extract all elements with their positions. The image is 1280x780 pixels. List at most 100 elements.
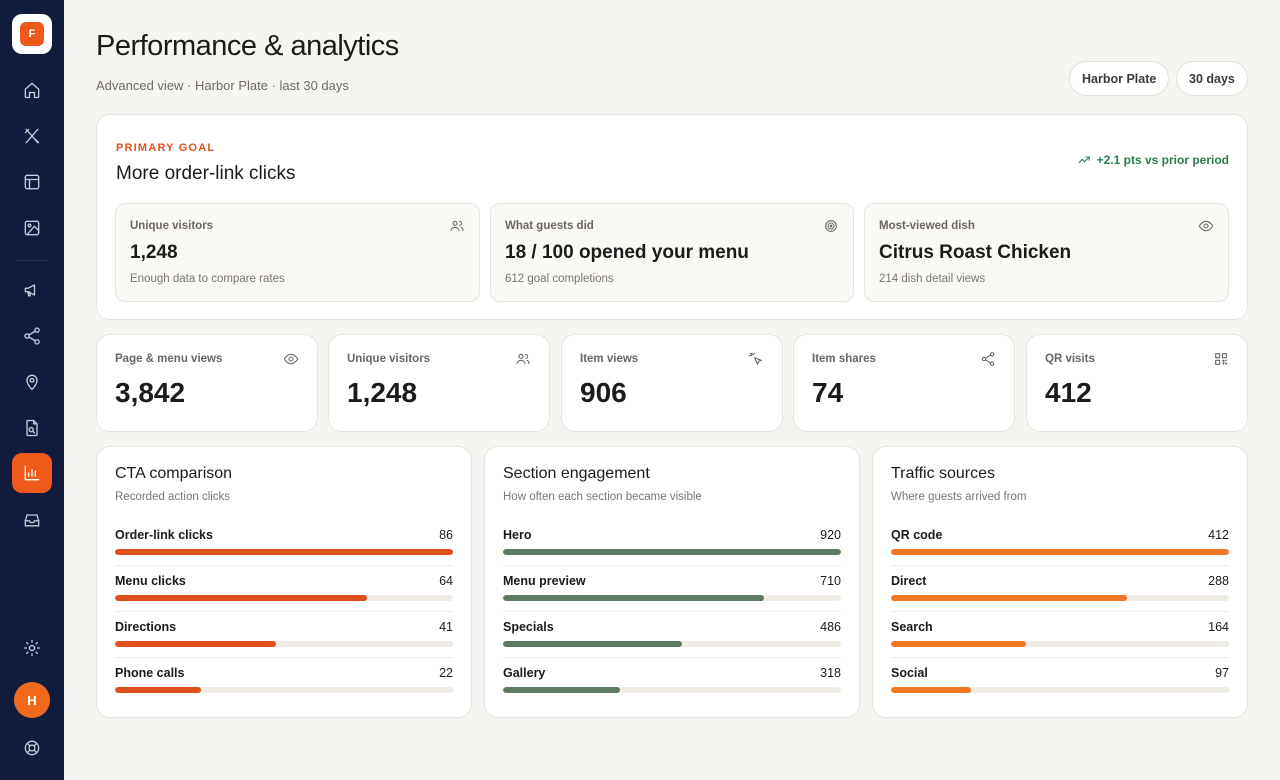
image-icon bbox=[24, 220, 40, 236]
bar-value: 97 bbox=[1215, 666, 1229, 680]
stat-value: 906 bbox=[580, 377, 627, 408]
bar-row: QR code 412 bbox=[891, 528, 1229, 574]
layout-icon bbox=[24, 174, 40, 190]
nav-home[interactable] bbox=[12, 70, 52, 110]
panel-title: Traffic sources bbox=[891, 465, 996, 482]
cta-comparison-panel: CTA comparison Recorded action clicks Or… bbox=[96, 446, 472, 718]
row-divider bbox=[503, 611, 841, 612]
bar-label: Order-link clicks bbox=[115, 528, 213, 542]
bar-track bbox=[115, 687, 453, 693]
pointer-click-icon bbox=[748, 351, 764, 367]
trending-up-icon bbox=[1078, 156, 1090, 164]
bar-row: Specials 486 bbox=[503, 620, 841, 666]
bar-fill bbox=[115, 641, 277, 647]
stat-card-shares: Item shares 74 bbox=[793, 334, 1015, 432]
inbox-icon bbox=[24, 514, 40, 527]
goal-box-label: Most-viewed dish bbox=[879, 220, 975, 232]
target-icon bbox=[823, 218, 839, 234]
goal-box-note: Enough data to compare rates bbox=[130, 273, 285, 285]
row-divider bbox=[115, 611, 453, 612]
app-logo[interactable]: F bbox=[12, 14, 52, 54]
home-icon bbox=[24, 82, 40, 99]
goal-box-visitors: Unique visitors 1,248 Enough data to com… bbox=[115, 203, 480, 302]
bar-label: QR code bbox=[891, 528, 943, 542]
goal-title: More order-link clicks bbox=[116, 163, 296, 184]
bar-label: Menu clicks bbox=[115, 574, 186, 588]
bar-row: Hero 920 bbox=[503, 528, 841, 574]
row-divider bbox=[503, 657, 841, 658]
stat-card-visitors: Unique visitors 1,248 bbox=[328, 334, 550, 432]
panel-title: CTA comparison bbox=[115, 465, 233, 482]
nav-gallery[interactable] bbox=[12, 208, 52, 248]
row-divider bbox=[891, 611, 1229, 612]
nav-layout[interactable] bbox=[12, 162, 52, 202]
nav-location[interactable] bbox=[12, 362, 52, 402]
bar-label: Gallery bbox=[503, 666, 546, 680]
nav-inbox[interactable] bbox=[12, 500, 52, 540]
location-selector[interactable]: Harbor Plate bbox=[1069, 61, 1170, 96]
sidebar: F H bbox=[0, 0, 64, 780]
goal-label: PRIMARY GOAL bbox=[116, 142, 216, 154]
row-divider bbox=[115, 657, 453, 658]
bar-row: Direct 288 bbox=[891, 574, 1229, 620]
goal-box-value: 1,248 bbox=[130, 242, 178, 263]
bar-row: Phone calls 22 bbox=[115, 666, 453, 712]
bar-value: 64 bbox=[439, 574, 453, 588]
goal-box-label: What guests did bbox=[505, 220, 594, 232]
bar-label: Directions bbox=[115, 620, 177, 634]
eye-icon bbox=[1198, 218, 1214, 234]
nav-help[interactable] bbox=[12, 728, 52, 768]
stat-value: 3,842 bbox=[115, 377, 186, 408]
stat-value: 412 bbox=[1045, 377, 1092, 408]
nav-settings[interactable] bbox=[12, 628, 52, 668]
qr-code-icon bbox=[1213, 351, 1229, 367]
panel-subtitle: Recorded action clicks bbox=[115, 491, 231, 503]
bar-row: Search 164 bbox=[891, 620, 1229, 666]
life-buoy-icon bbox=[24, 740, 40, 756]
bar-value: 486 bbox=[820, 620, 841, 634]
nav-share[interactable] bbox=[12, 316, 52, 356]
users-icon bbox=[515, 351, 531, 367]
bar-fill bbox=[503, 595, 764, 601]
bar-row: Order-link clicks 86 bbox=[115, 528, 453, 574]
bar-fill bbox=[891, 687, 971, 693]
stat-card-item-views: Item views 906 bbox=[561, 334, 783, 432]
bar-value: 41 bbox=[439, 620, 453, 634]
goal-box-actions: What guests did 18 / 100 opened your men… bbox=[490, 203, 854, 302]
bar-fill bbox=[891, 549, 1229, 555]
bar-track bbox=[891, 687, 1229, 693]
bar-value: 318 bbox=[820, 666, 841, 680]
bar-row: Menu clicks 64 bbox=[115, 574, 453, 620]
nav-analytics[interactable] bbox=[12, 453, 52, 493]
bar-track bbox=[891, 595, 1229, 601]
bar-track bbox=[891, 641, 1229, 647]
bar-chart-icon bbox=[24, 465, 40, 481]
row-divider bbox=[891, 657, 1229, 658]
bar-fill bbox=[891, 641, 1026, 647]
nav-divider bbox=[16, 260, 48, 261]
file-search-icon bbox=[26, 419, 38, 437]
bar-label: Social bbox=[891, 666, 928, 680]
bar-row: Menu preview 710 bbox=[503, 574, 841, 620]
bar-row: Social 97 bbox=[891, 666, 1229, 712]
bar-fill bbox=[503, 641, 682, 647]
user-avatar[interactable]: H bbox=[14, 682, 50, 718]
nav-seo[interactable] bbox=[12, 408, 52, 448]
nav-promotions[interactable] bbox=[12, 270, 52, 310]
bar-row: Gallery 318 bbox=[503, 666, 841, 712]
bar-label: Specials bbox=[503, 620, 554, 634]
date-range-selector[interactable]: 30 days bbox=[1176, 61, 1248, 96]
share-icon bbox=[980, 351, 996, 367]
bar-fill bbox=[891, 595, 1128, 601]
nav-menu[interactable] bbox=[12, 116, 52, 156]
goal-box-note: 214 dish detail views bbox=[879, 273, 986, 285]
bar-fill bbox=[115, 549, 453, 555]
stat-label: Unique visitors bbox=[347, 353, 431, 365]
bar-value: 412 bbox=[1208, 528, 1229, 542]
logo-letter: F bbox=[20, 22, 44, 46]
bar-track bbox=[503, 687, 841, 693]
bar-value: 22 bbox=[439, 666, 453, 680]
bar-label: Hero bbox=[503, 528, 532, 542]
row-divider bbox=[115, 565, 453, 566]
stat-label: Item views bbox=[580, 353, 639, 365]
